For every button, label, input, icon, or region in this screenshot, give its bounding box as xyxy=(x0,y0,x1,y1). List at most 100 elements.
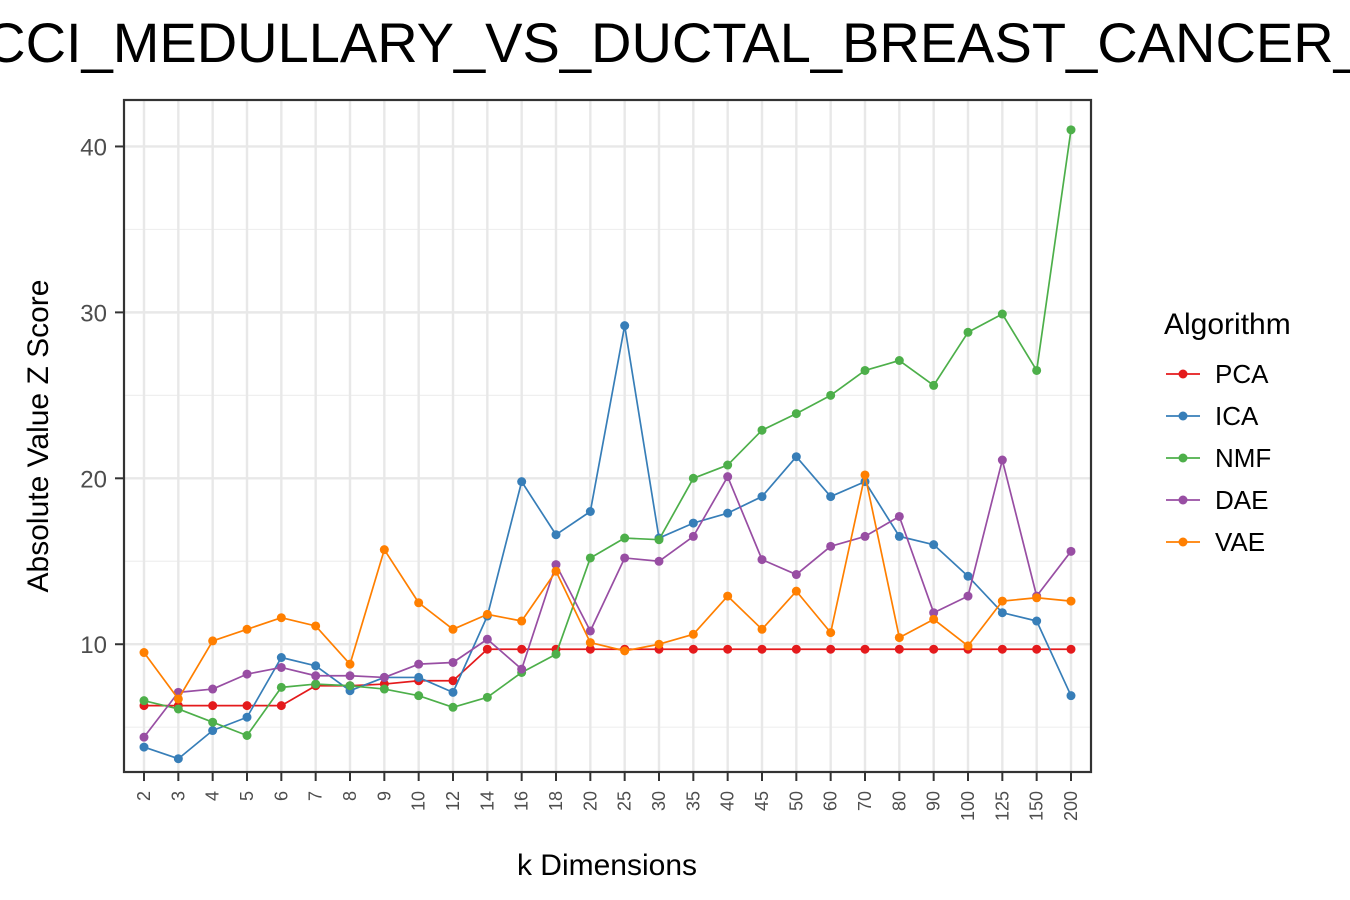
data-point-nmf-125 xyxy=(997,309,1007,319)
series-line-ica xyxy=(143,324,1072,760)
data-point-dae-70 xyxy=(860,531,870,541)
y-tick-label: 40 xyxy=(80,134,107,161)
x-tick-label: 60 xyxy=(821,791,841,811)
grid-layer xyxy=(124,100,1091,772)
data-point-pca-20 xyxy=(585,644,595,654)
data-point-ica-7 xyxy=(311,661,321,671)
legend-label: ICA xyxy=(1215,401,1259,431)
data-point-ica-18 xyxy=(551,530,561,540)
data-point-dae-125 xyxy=(997,455,1007,465)
data-point-ica-150 xyxy=(1032,616,1042,626)
data-point-ica-50 xyxy=(791,452,801,462)
data-point-pca-150 xyxy=(1032,644,1042,654)
series-line-pca xyxy=(143,648,1072,707)
legend-marker-dae xyxy=(1178,495,1188,505)
data-point-ica-12 xyxy=(448,687,458,697)
data-point-vae-40 xyxy=(723,591,733,601)
data-point-dae-90 xyxy=(929,608,939,618)
x-tick-label: 35 xyxy=(683,791,703,811)
y-axis-label: Absolute Value Z Score xyxy=(22,280,55,593)
data-point-vae-35 xyxy=(688,629,698,639)
plot-border xyxy=(122,98,1093,774)
legend-label: VAE xyxy=(1215,527,1265,557)
data-point-pca-35 xyxy=(688,644,698,654)
data-point-dae-30 xyxy=(654,556,664,566)
data-point-ica-5 xyxy=(242,712,252,722)
x-tick-label: 50 xyxy=(786,791,806,811)
legend-label: DAE xyxy=(1215,485,1268,515)
data-point-vae-50 xyxy=(791,586,801,596)
x-tick-label: 70 xyxy=(855,791,875,811)
data-point-dae-8 xyxy=(345,671,355,681)
data-point-ica-20 xyxy=(585,506,595,516)
data-point-nmf-150 xyxy=(1032,365,1042,375)
x-tick-label: 7 xyxy=(306,791,326,801)
legend-marker-vae xyxy=(1178,537,1188,547)
x-tick-label: 3 xyxy=(168,791,188,801)
data-point-vae-20 xyxy=(585,638,595,648)
series-ica xyxy=(139,321,1076,764)
data-point-pca-4 xyxy=(208,701,218,711)
data-point-dae-35 xyxy=(688,531,698,541)
data-point-dae-18 xyxy=(551,560,561,570)
data-point-nmf-18 xyxy=(551,649,561,659)
data-point-nmf-20 xyxy=(585,553,595,563)
series-vae xyxy=(139,470,1076,704)
data-point-dae-12 xyxy=(448,657,458,667)
data-point-vae-100 xyxy=(963,641,973,651)
x-tick-label: 8 xyxy=(340,791,360,801)
data-point-dae-60 xyxy=(826,541,836,551)
series-nmf xyxy=(139,125,1076,740)
data-point-dae-20 xyxy=(585,626,595,636)
data-point-vae-45 xyxy=(757,624,767,634)
x-tick-label: 25 xyxy=(615,791,635,811)
legend-marker-nmf xyxy=(1178,453,1188,463)
y-tick-label: 20 xyxy=(80,466,107,493)
data-point-vae-10 xyxy=(414,598,424,608)
legend-label: NMF xyxy=(1215,443,1271,473)
data-point-nmf-14 xyxy=(482,692,492,702)
data-point-pca-16 xyxy=(517,644,527,654)
legend-label: PCA xyxy=(1215,359,1269,389)
data-point-dae-2 xyxy=(139,732,149,742)
data-point-pca-14 xyxy=(482,644,492,654)
data-point-ica-200 xyxy=(1066,691,1076,701)
x-tick-label: 40 xyxy=(718,791,738,811)
x-tick-label: 9 xyxy=(374,791,394,801)
data-point-vae-125 xyxy=(997,596,1007,606)
data-point-pca-5 xyxy=(242,701,252,711)
legend-item-nmf: NMF xyxy=(1166,443,1271,473)
x-tick-label: 18 xyxy=(546,791,566,811)
x-tick-label: 2 xyxy=(134,791,154,801)
x-tick-label: 20 xyxy=(580,791,600,811)
data-point-pca-45 xyxy=(757,644,767,654)
data-point-vae-16 xyxy=(517,616,527,626)
data-point-nmf-9 xyxy=(379,684,389,694)
data-point-dae-6 xyxy=(276,662,286,672)
legend: Algorithm PCA ICA NMF DAE VAE xyxy=(1164,308,1291,557)
x-tick-label: 14 xyxy=(477,791,497,811)
data-point-vae-70 xyxy=(860,470,870,480)
data-point-dae-7 xyxy=(311,671,321,681)
data-point-pca-80 xyxy=(894,644,904,654)
data-point-nmf-80 xyxy=(894,356,904,366)
x-tick-label: 80 xyxy=(889,791,909,811)
data-point-ica-100 xyxy=(963,571,973,581)
x-tick-label: 200 xyxy=(1061,791,1081,821)
x-tick-label: 12 xyxy=(443,791,463,811)
data-point-pca-40 xyxy=(723,644,733,654)
data-point-dae-200 xyxy=(1066,546,1076,556)
data-point-nmf-10 xyxy=(414,691,424,701)
legend-item-ica: ICA xyxy=(1166,401,1259,431)
data-point-nmf-3 xyxy=(173,704,183,714)
data-point-pca-200 xyxy=(1066,644,1076,654)
data-point-dae-10 xyxy=(414,659,424,669)
data-point-dae-16 xyxy=(517,664,527,674)
data-point-dae-14 xyxy=(482,634,492,644)
data-point-dae-80 xyxy=(894,511,904,521)
data-point-ica-60 xyxy=(826,492,836,502)
series-layer xyxy=(139,125,1076,764)
data-point-vae-3 xyxy=(173,694,183,704)
data-point-nmf-30 xyxy=(654,535,664,545)
